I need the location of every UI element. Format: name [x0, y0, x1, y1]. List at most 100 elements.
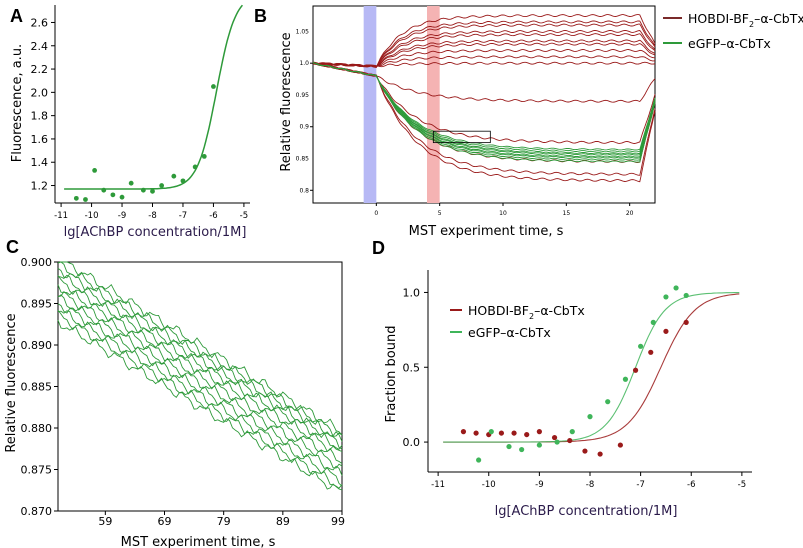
a-y-tick-label: 2.6: [31, 16, 49, 29]
b-y-tick-label: 0.8: [299, 187, 309, 194]
c-y-axis-label: Relative fluorescence: [4, 313, 19, 452]
d-red-data-point: [473, 430, 479, 436]
d-red-data-point: [567, 437, 573, 444]
d-green-data-point: [587, 414, 593, 420]
a-y-tick-label: 1.6: [31, 133, 49, 146]
b-y-minor-tick-label: 0.85: [296, 156, 310, 163]
d-green-data-point: [650, 319, 656, 325]
d-green-data-point: [605, 399, 611, 405]
b-legend-green-label: eGFP–α-CbTx: [688, 36, 771, 51]
panel-label-a: A: [10, 6, 23, 26]
a-data-point: [150, 188, 155, 194]
c-y-tick-label: 0.900: [21, 256, 53, 269]
d-red-data-point: [663, 328, 669, 334]
b-legend-red-label: HOBDI-BF2–α-CbTx: [688, 11, 803, 29]
d-x-axis-label: lg[AChBP concentration/1M]: [495, 504, 678, 519]
a-data-point: [92, 167, 98, 173]
b-y-tick-label: 1.0: [299, 60, 309, 67]
d-green-data-point: [569, 429, 575, 435]
a-data-point: [171, 173, 177, 179]
b-trace-hobdi: [312, 61, 656, 68]
a-x-tick-label: -9: [118, 211, 126, 221]
panel-d: D Fraction bound lg[AChBP concentration/…: [372, 238, 752, 519]
panel-b: B Relative fluorescence MST experiment t…: [254, 5, 803, 239]
d-green-data-point: [673, 285, 679, 291]
b-trace-hobdi: [312, 62, 656, 183]
c-y-tick-label: 0.880: [21, 422, 53, 435]
d-x-tick-label: -6: [687, 480, 695, 490]
c-x-tick-label: 59: [98, 515, 112, 528]
panel-label-d: D: [372, 238, 385, 258]
a-y-axis-label: Fluorescence, a.u.: [10, 44, 25, 162]
a-y-tick-label: 2.4: [31, 40, 49, 53]
a-data-point: [73, 195, 79, 201]
c-trace: [57, 284, 343, 453]
b-cold-region-band: [363, 6, 377, 203]
panel-a: A Fluorescence, a.u. lg[AChBP concentrat…: [10, 4, 250, 240]
d-red-data-point: [511, 430, 517, 436]
c-y-tick-label: 0.890: [21, 339, 53, 352]
a-data-point: [192, 164, 198, 170]
d-x-tick-label: -8: [586, 480, 594, 490]
d-y-tick-label: 0.5: [403, 361, 421, 374]
a-data-point: [110, 192, 116, 198]
a-y-tick-label: 1.4: [31, 156, 49, 169]
d-x-tick-label: -5: [738, 480, 746, 490]
b-legend: HOBDI-BF2–α-CbTx eGFP–α-CbTx: [663, 11, 803, 51]
c-trace: [57, 275, 343, 450]
d-green-data-point: [638, 343, 644, 349]
b-y-axis-label: Relative fluorescence: [279, 32, 294, 171]
d-x-tick-label: -11: [431, 480, 445, 490]
d-green-data-point: [663, 294, 669, 300]
c-y-tick-label: 0.885: [21, 381, 53, 394]
d-red-data-point: [551, 434, 558, 441]
b-x-tick-label: 10: [499, 210, 507, 217]
d-red-data-point: [524, 431, 530, 438]
d-x-tick-label: -9: [535, 480, 543, 490]
d-red-data-point: [536, 429, 542, 435]
b-x-tick-label: 5: [438, 210, 442, 217]
a-x-tick-label: -10: [85, 211, 99, 221]
a-data-point: [128, 180, 134, 186]
d-red-data-point: [632, 367, 639, 373]
d-green-data-point: [506, 443, 512, 450]
a-data-point: [180, 178, 186, 184]
a-y-tick-label: 2.0: [31, 86, 49, 99]
d-green-fit-curve: [443, 292, 740, 443]
b-x-tick-label: 0: [374, 210, 378, 217]
a-x-tick-label: -8: [148, 211, 156, 221]
b-y-minor-tick-label: 1.05: [296, 28, 310, 35]
c-y-tick-label: 0.875: [21, 464, 53, 477]
c-trace: [57, 291, 343, 464]
a-data-point: [159, 183, 165, 188]
a-y-tick-label: 1.8: [31, 110, 49, 123]
d-red-data-point: [617, 442, 623, 448]
panel-label-b: B: [254, 6, 267, 26]
b-x-axis-label: MST experiment time, s: [409, 224, 564, 239]
d-y-tick-label: 1.0: [403, 286, 421, 299]
d-green-data-point: [519, 446, 525, 453]
d-legend-red-label: HOBDI-BF2–α-CbTx: [468, 303, 585, 321]
c-trace: [57, 294, 343, 469]
a-data-point: [101, 187, 107, 193]
a-data-point: [211, 84, 216, 89]
d-y-tick-label: 0.0: [403, 436, 421, 449]
b-trace-egfp: [312, 62, 656, 163]
d-red-data-point: [498, 430, 505, 436]
a-x-tick-label: -5: [240, 211, 248, 221]
d-red-data-point: [597, 451, 603, 457]
d-green-data-point: [536, 442, 542, 448]
d-legend: HOBDI-BF2–α-CbTx eGFP–α-CbTx: [450, 303, 585, 340]
a-fit-curve: [64, 4, 243, 190]
d-red-data-point: [460, 429, 467, 435]
b-trace-hobdi: [312, 62, 656, 144]
d-green-data-point: [622, 376, 629, 382]
b-y-minor-tick-label: 0.95: [296, 92, 310, 99]
a-y-tick-label: 2.2: [31, 63, 49, 76]
d-green-data-point: [488, 429, 494, 435]
c-x-tick-label: 69: [158, 515, 172, 528]
a-data-point: [140, 187, 146, 193]
d-green-data-point: [554, 439, 560, 445]
d-red-data-point: [683, 319, 689, 325]
